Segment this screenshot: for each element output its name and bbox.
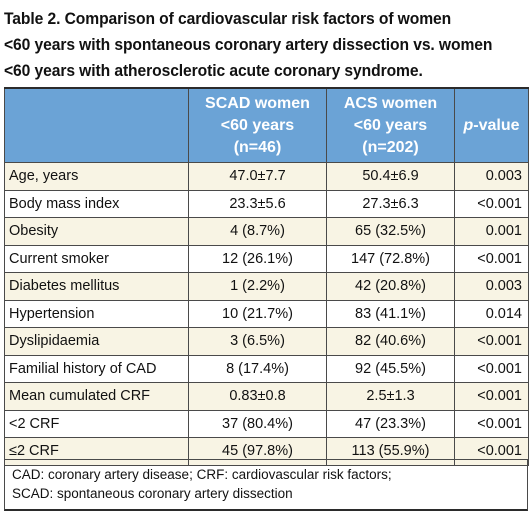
p-value-cell: 0.003 (454, 272, 529, 301)
table-row: Familial history of CAD 8 (17.4%) 92 (45.5… (4, 354, 529, 383)
table-footnote: CAD: coronary artery disease; CRF: cardi… (4, 459, 528, 511)
row-label-cell: Mean cumulated CRF (4, 382, 189, 411)
p-value-cell: <0.001 (454, 327, 529, 356)
p-value-cell: <0.001 (454, 437, 529, 466)
table-row: Body mass index 23.3±5.6 27.3±6.3 <0.001 (4, 189, 529, 218)
row-label-cell: Body mass index (4, 189, 189, 218)
scad-value-cell: 4 (8.7%) (188, 217, 327, 246)
p-value-cell: 0.001 (454, 217, 529, 246)
table-row: Mean cumulated CRF 0.83±0.8 2.5±1.3 <0.001 (4, 382, 529, 411)
caption-line: <60 years with spontaneous coronary arte… (4, 35, 493, 54)
header-cell-p-value: p-value (454, 87, 529, 163)
header-cell-variable (4, 87, 189, 163)
table-row: Current smoker 12 (26.1%) 147 (72.8%) <0.00… (4, 244, 529, 273)
p-value-cell: 0.014 (454, 299, 529, 328)
p-value-cell: <0.001 (454, 189, 529, 218)
acs-value-cell: 47 (23.3%) (326, 409, 455, 438)
table-row: Dyslipidaemia 3 (6.5%) 82 (40.6%) <0.001 (4, 327, 529, 356)
acs-value-cell: 147 (72.8%) (326, 244, 455, 273)
row-label-cell: Hypertension (4, 299, 189, 328)
footnote-line: SCAD: spontaneous coronary artery dissec… (12, 486, 293, 501)
row-label-cell: Familial history of CAD (4, 354, 189, 383)
acs-value-cell: 92 (45.5%) (326, 354, 455, 383)
scad-value-cell: 1 (2.2%) (188, 272, 327, 301)
acs-value-cell: 113 (55.9%) (326, 437, 455, 466)
header-line: <60 years (220, 116, 295, 134)
p-letter: p (463, 116, 474, 134)
scad-value-cell: 23.3±5.6 (188, 189, 327, 218)
table-row: Diabetes mellitus 1 (2.2%) 42 (20.8%) 0.003 (4, 272, 529, 301)
header-line: <60 years (353, 116, 428, 134)
p-suffix: -value (473, 116, 520, 134)
p-value-cell: <0.001 (454, 382, 529, 411)
scad-value-cell: 0.83±0.8 (188, 382, 327, 411)
footnote-line: CAD: coronary artery disease; CRF: cardi… (12, 467, 392, 482)
table-row: Hypertension 10 (21.7%) 83 (41.1%) 0.014 (4, 299, 529, 328)
row-label-cell: Diabetes mellitus (4, 272, 189, 301)
table-row: Obesity 4 (8.7%) 65 (32.5%) 0.001 (4, 217, 529, 246)
acs-value-cell: 65 (32.5%) (326, 217, 455, 246)
p-value-cell: <0.001 (454, 244, 529, 273)
header-line: (n=202) (362, 138, 419, 156)
acs-value-cell: 27.3±6.3 (326, 189, 455, 218)
row-label-cell: Age, years (4, 162, 189, 191)
header-cell-scad: SCAD women <60 years (n=46) (188, 87, 327, 163)
acs-value-cell: 82 (40.6%) (326, 327, 455, 356)
scad-value-cell: 3 (6.5%) (188, 327, 327, 356)
row-label-cell: Current smoker (4, 244, 189, 273)
row-label-cell: Obesity (4, 217, 189, 246)
acs-value-cell: 50.4±6.9 (326, 162, 455, 191)
scad-value-cell: 8 (17.4%) (188, 354, 327, 383)
p-value-cell: 0.003 (454, 162, 529, 191)
header-line: ACS women (343, 94, 438, 112)
scad-value-cell: 37 (80.4%) (188, 409, 327, 438)
comparison-table: SCAD women <60 years (n=46) ACS women <6… (4, 87, 529, 466)
p-value-cell: <0.001 (454, 409, 529, 438)
table-header-row: SCAD women <60 years (n=46) ACS women <6… (4, 87, 529, 163)
table-row: <2 CRF 37 (80.4%) 47 (23.3%) <0.001 (4, 409, 529, 438)
header-line: (n=46) (233, 138, 282, 156)
p-value-cell: <0.001 (454, 354, 529, 383)
header-cell-acs: ACS women <60 years (n=202) (326, 87, 455, 163)
caption-line: <60 years with atherosclerotic acute cor… (4, 61, 423, 80)
caption-line: Table 2. Comparison of cardiovascular ri… (4, 9, 452, 28)
scad-value-cell: 47.0±7.7 (188, 162, 327, 191)
acs-value-cell: 83 (41.1%) (326, 299, 455, 328)
row-label-cell: <2 CRF (4, 409, 189, 438)
table-caption: Table 2. Comparison of cardiovascular ri… (4, 6, 528, 84)
header-line: SCAD women (205, 94, 310, 112)
table-row: ≤2 CRF 45 (97.8%) 113 (55.9%) <0.001 (4, 437, 529, 466)
row-label-cell: ≤2 CRF (4, 437, 189, 466)
table-body: Age, years 47.0±7.7 50.4±6.9 0.003 Body mass… (4, 162, 529, 466)
acs-value-cell: 2.5±1.3 (326, 382, 455, 411)
row-label-cell: Dyslipidaemia (4, 327, 189, 356)
table-row: Age, years 47.0±7.7 50.4±6.9 0.003 (4, 162, 529, 191)
scad-value-cell: 10 (21.7%) (188, 299, 327, 328)
scad-value-cell: 12 (26.1%) (188, 244, 327, 273)
acs-value-cell: 42 (20.8%) (326, 272, 455, 301)
